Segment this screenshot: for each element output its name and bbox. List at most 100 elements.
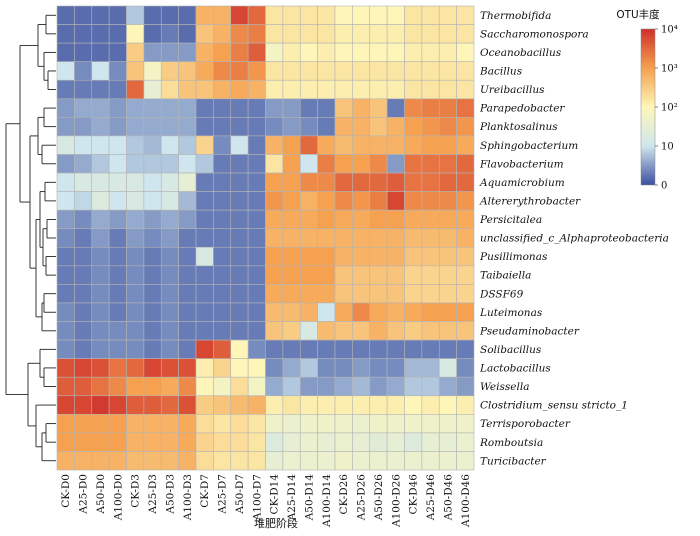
- row-label: Clostridium_sensu stricto_1: [480, 400, 628, 412]
- heatmap-cell: [352, 154, 371, 174]
- heatmap-cell: [160, 321, 179, 341]
- column-label: A50-D26: [373, 474, 385, 522]
- heatmap-cell: [213, 321, 232, 341]
- heatmap-cell: [178, 154, 197, 174]
- heatmap-cell: [265, 432, 284, 452]
- heatmap-cell: [213, 117, 232, 137]
- heatmap-cell: [74, 154, 93, 174]
- heatmap-cell: [404, 395, 423, 415]
- heatmap-cell: [421, 228, 440, 248]
- heatmap-cell: [456, 414, 475, 434]
- heatmap-cell: [299, 414, 318, 434]
- heatmap-cell: [91, 191, 110, 211]
- heatmap-cell: [334, 98, 353, 118]
- heatmap-cell: [352, 321, 371, 341]
- heatmap-cell: [213, 135, 232, 155]
- heatmap-cell: [456, 209, 475, 230]
- heatmap-cell: [143, 302, 162, 322]
- heatmap-cell: [247, 154, 266, 174]
- heatmap-cell: [265, 42, 284, 62]
- heatmap-cell: [369, 5, 388, 25]
- heatmap-cell: [438, 42, 457, 62]
- heatmap-cell: [56, 358, 75, 378]
- heatmap-cell: [143, 191, 162, 211]
- heatmap-cell: [247, 117, 266, 137]
- heatmap-cell: [369, 414, 388, 434]
- heatmap-cell: [195, 376, 214, 397]
- heatmap-cell: [386, 321, 405, 341]
- heatmap-cell: [386, 191, 405, 211]
- heatmap-cell: [178, 302, 197, 322]
- heatmap-cell: [108, 42, 127, 62]
- heatmap-cell: [108, 451, 127, 471]
- heatmap-cell: [160, 209, 179, 230]
- heatmap-cell: [91, 451, 110, 471]
- heatmap-cell: [386, 376, 405, 397]
- heatmap-cell: [213, 432, 232, 452]
- heatmap-cell: [247, 98, 266, 118]
- heatmap-cell: [195, 5, 214, 25]
- heatmap-cell: [299, 42, 318, 62]
- heatmap-cell: [108, 135, 127, 155]
- heatmap-cell: [126, 61, 145, 81]
- heatmap-cell: [334, 432, 353, 452]
- heatmap-cell: [143, 228, 162, 248]
- heatmap-cell: [404, 135, 423, 155]
- column-label: A100-D0: [112, 474, 124, 521]
- heatmap-cell: [247, 302, 266, 322]
- heatmap-cell: [195, 209, 214, 230]
- heatmap-cell: [299, 302, 318, 322]
- heatmap-cell: [143, 414, 162, 434]
- heatmap-cell: [143, 98, 162, 118]
- heatmap-cell: [56, 61, 75, 81]
- heatmap-cell: [299, 358, 318, 378]
- heatmap-cell: [456, 376, 475, 397]
- heatmap-cell: [317, 24, 336, 44]
- heatmap-cell: [108, 24, 127, 44]
- heatmap-cell: [334, 376, 353, 397]
- heatmap-cell: [456, 395, 475, 415]
- heatmap-cell: [230, 172, 249, 192]
- heatmap-cell: [91, 154, 110, 174]
- row-label: Weissella: [480, 381, 529, 393]
- color-legend: OTU丰度 0 10 10² 10³ 10⁴: [616, 8, 677, 192]
- heatmap-cell: [126, 451, 145, 471]
- heatmap-cell: [247, 339, 266, 359]
- heatmap-cell: [195, 61, 214, 81]
- heatmap-cell: [404, 284, 423, 304]
- heatmap-cell: [265, 117, 284, 137]
- heatmap-cell: [74, 42, 93, 62]
- heatmap-cell: [352, 451, 371, 471]
- heatmap-cell: [334, 61, 353, 81]
- heatmap-cell: [456, 339, 475, 359]
- heatmap-cell: [56, 117, 75, 137]
- heatmap-cell: [160, 172, 179, 192]
- heatmap-cell: [421, 5, 440, 25]
- heatmap-cell: [352, 172, 371, 192]
- heatmap-cell: [386, 339, 405, 359]
- heatmap-cell: [126, 79, 145, 100]
- heatmap-cell: [386, 61, 405, 81]
- heatmap-cell: [56, 284, 75, 304]
- heatmap-cell: [299, 24, 318, 44]
- heatmap-cell: [317, 191, 336, 211]
- row-label: Luteimonas: [479, 307, 543, 319]
- heatmap-cell: [282, 191, 301, 211]
- heatmap-cell: [126, 414, 145, 434]
- heatmap-cell: [247, 376, 266, 397]
- heatmap-cell: [91, 395, 110, 415]
- heatmap-cell: [334, 117, 353, 137]
- heatmap-cell: [317, 265, 336, 285]
- heatmap-cell: [352, 376, 371, 397]
- heatmap-cell: [352, 432, 371, 452]
- heatmap-cell: [404, 191, 423, 211]
- heatmap-cell: [265, 228, 284, 248]
- heatmap-cell: [438, 358, 457, 378]
- heatmap-cell: [160, 432, 179, 452]
- heatmap-cell: [178, 265, 197, 285]
- heatmap-cell: [247, 321, 266, 341]
- heatmap-cell: [456, 358, 475, 378]
- heatmap-cell: [299, 5, 318, 25]
- heatmap-cell: [230, 414, 249, 434]
- heatmap-cell: [143, 321, 162, 341]
